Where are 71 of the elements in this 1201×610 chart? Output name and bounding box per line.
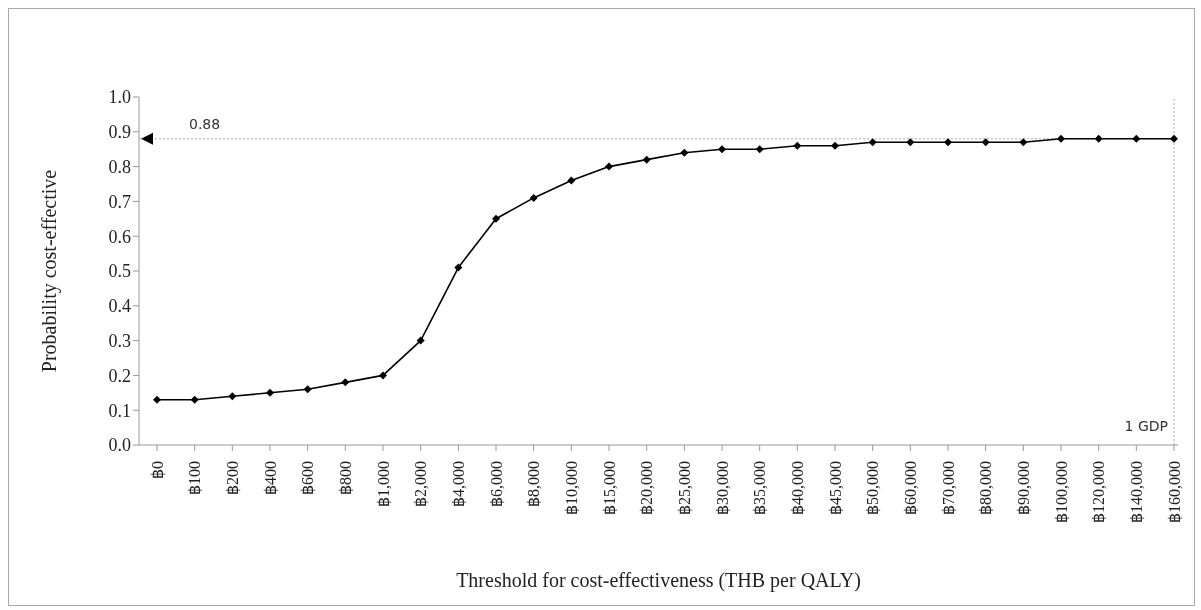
- point: [718, 145, 726, 154]
- point: [529, 193, 538, 202]
- x-tick-label: ฿45,000: [826, 461, 844, 515]
- point: [1019, 138, 1028, 147]
- point: [341, 378, 350, 387]
- point: [266, 388, 274, 397]
- point: [680, 148, 689, 157]
- point: [1132, 134, 1141, 143]
- y-tick-label: 0.2: [108, 365, 131, 386]
- x-tick-label: ฿6,000: [487, 461, 505, 507]
- point: [944, 138, 952, 147]
- x-tick-label: ฿8,000: [525, 461, 543, 507]
- x-tick-label: ฿20,000: [638, 461, 656, 515]
- x-tick-label: ฿70,000: [939, 461, 957, 515]
- point: [228, 392, 237, 401]
- x-tick-label: ฿160,000: [1165, 461, 1183, 523]
- point: [153, 395, 161, 404]
- x-tick-label: ฿50,000: [864, 461, 882, 515]
- x-tick-label: ฿400: [261, 461, 279, 495]
- y-tick-label: 0.9: [108, 122, 131, 143]
- point: [1094, 134, 1103, 143]
- point: [605, 162, 613, 171]
- x-tick-label: ฿1,000: [374, 461, 392, 507]
- x-tick-label: ฿10,000: [562, 461, 580, 515]
- y-axis-title: Probability cost-effective: [38, 169, 62, 373]
- y-tick-label: 0.7: [108, 191, 131, 212]
- point: [1057, 134, 1065, 143]
- ref-line-label: 1 GDP: [1124, 418, 1168, 434]
- point: [981, 138, 990, 147]
- x-tick-label: ฿35,000: [751, 461, 769, 515]
- point: [1170, 134, 1178, 143]
- y-tick-label: 0.3: [108, 330, 131, 351]
- x-tick-label: ฿100: [186, 461, 204, 495]
- point: [492, 214, 500, 223]
- point: [793, 141, 802, 150]
- point: [190, 395, 199, 404]
- x-tick-label: ฿600: [299, 461, 317, 495]
- point: [303, 385, 312, 394]
- point: [454, 263, 463, 272]
- point: [416, 336, 425, 345]
- x-axis-title: Threshold for cost-effectiveness (THB per QALY): [456, 569, 861, 592]
- x-tick-label: ฿2,000: [412, 461, 430, 507]
- x-tick-label: ฿100,000: [1052, 461, 1070, 523]
- x-tick-label: ฿15,000: [600, 461, 618, 515]
- x-tick-label: ฿25,000: [675, 461, 693, 515]
- point: [379, 371, 387, 380]
- x-tick-label: ฿200: [223, 461, 241, 495]
- x-tick-label: ฿90,000: [1014, 461, 1032, 515]
- y-tick-label: 0.8: [108, 156, 131, 177]
- y-tick-label: 0.5: [108, 261, 131, 282]
- y-tick-label: 0.4: [108, 296, 131, 317]
- x-tick-label: ฿4,000: [449, 461, 467, 507]
- point: [642, 155, 651, 164]
- x-tick-label: ฿80,000: [977, 461, 995, 515]
- x-tick-label: ฿40,000: [788, 461, 806, 515]
- point: [567, 176, 576, 185]
- y-tick-label: 0.0: [108, 435, 131, 456]
- x-tick-label: ฿120,000: [1090, 461, 1108, 523]
- y-tick-label: 0.6: [108, 226, 131, 247]
- x-tick-label: ฿0: [148, 461, 166, 479]
- point: [755, 145, 764, 154]
- y-tick-label: 0.1: [108, 400, 131, 421]
- ref-line-label: 0.88: [189, 115, 221, 132]
- x-tick-label: ฿800: [336, 461, 354, 495]
- x-tick-label: ฿60,000: [901, 461, 919, 515]
- x-tick-label: ฿30,000: [713, 461, 731, 515]
- point: [831, 141, 839, 150]
- point: [868, 138, 877, 147]
- x-tick-label: ฿140,000: [1127, 461, 1145, 523]
- point: [906, 138, 915, 147]
- y-tick-label: 1.0: [108, 87, 131, 108]
